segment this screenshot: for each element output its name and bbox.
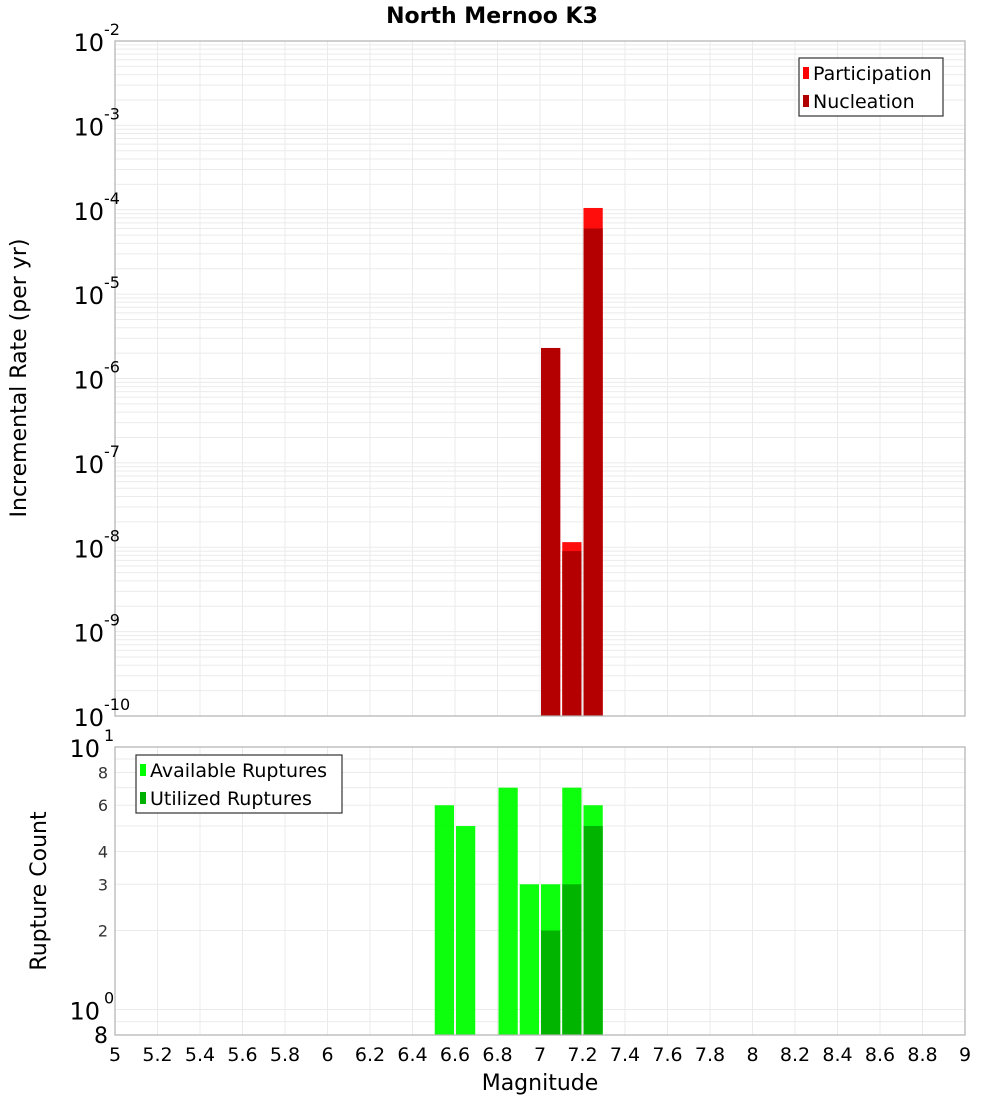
x-tick-label: 8.8 <box>907 1044 937 1066</box>
y-tick-exponent: -6 <box>104 358 120 377</box>
legend-rate: Participation Nucleation <box>798 57 944 117</box>
bars <box>541 207 603 716</box>
x-tick-label: 7 <box>534 1044 546 1066</box>
bar-nucleation <box>583 228 603 716</box>
x-tick-labels: 5 5.2 5.4 5.6 5.8 6 6.2 6.4 6.6 6.8 7 7.2 7.4 7.6 7.8 8… <box>109 1044 971 1066</box>
legend-label: Nucleation <box>813 91 915 113</box>
x-tick-label: 6.8 <box>482 1044 512 1066</box>
y-tick-exponent: -8 <box>104 526 120 545</box>
chart-title: North Mernoo K3 <box>386 4 598 29</box>
y-tick-label: 2 <box>98 922 108 941</box>
bar-nucleation <box>541 347 561 716</box>
x-tick-label: 7.4 <box>610 1044 640 1066</box>
x-tick-label: 5.4 <box>185 1044 215 1066</box>
x-tick-label: 5.8 <box>270 1044 300 1066</box>
y-tick-label: 10 <box>69 735 100 763</box>
y-tick-exponent: -5 <box>104 273 120 292</box>
y-tick-label: 6 <box>98 796 108 815</box>
x-tick-label: 5.2 <box>142 1044 172 1066</box>
grid-lines <box>115 41 966 717</box>
bar-nucleation <box>562 551 582 716</box>
y-tick-label: 8 <box>94 1024 108 1049</box>
x-tick-label: 6 <box>321 1044 333 1066</box>
y-tick-label: 10 <box>73 704 104 732</box>
y-tick-exponent: -10 <box>104 695 130 714</box>
y-tick-exponent: -4 <box>104 189 120 208</box>
y-tick-exponent: -2 <box>104 20 120 39</box>
x-axis-label: Magnitude <box>482 1071 599 1096</box>
bars <box>434 787 603 1035</box>
y-tick-exponent: -9 <box>104 611 120 630</box>
legend-label: Available Ruptures <box>150 760 327 782</box>
x-tick-label: 8.2 <box>780 1044 810 1066</box>
plot-border <box>114 746 966 1036</box>
y-tick-label: 10 <box>73 367 104 395</box>
x-tick-label: 5 <box>109 1044 121 1066</box>
x-tick-label: 7.2 <box>567 1044 597 1066</box>
legend-swatch <box>140 764 146 776</box>
bar-utilized-ruptures <box>562 884 582 1035</box>
bar-available-ruptures <box>498 787 518 1035</box>
y-tick-label: 10 <box>69 998 100 1026</box>
y-tick-label: 4 <box>98 842 108 861</box>
bar-available-ruptures <box>456 826 476 1035</box>
y-tick-label: 8 <box>98 763 108 782</box>
legend-label: Utilized Ruptures <box>150 788 312 810</box>
x-tick-label: 6.6 <box>440 1044 470 1066</box>
y-tick-label: 10 <box>73 451 104 479</box>
y-tick-exponent: 1 <box>104 726 114 745</box>
incremental-rate-plot: 10-210-310-410-510-610-710-810-910 -10Par… <box>73 20 966 732</box>
y-axis-label-count: Rupture Count <box>27 811 52 971</box>
x-tick-label: 6.4 <box>397 1044 427 1066</box>
y-tick-exponent: 0 <box>104 989 114 1008</box>
legend-swatch <box>803 95 809 107</box>
legend-swatch <box>140 792 146 804</box>
plot-border <box>114 40 966 717</box>
y-tick-labels: 10-210-310-410-510-610-710-810-910-10 <box>73 20 130 732</box>
x-tick-label: 9 <box>959 1044 971 1066</box>
y-tick-exponent: -3 <box>104 104 120 123</box>
x-tick-label: 7.6 <box>652 1044 682 1066</box>
legend-count: Available Ruptures Utilized Ruptures <box>135 754 343 814</box>
bar-available-ruptures <box>519 884 539 1035</box>
x-tick-label: 6.2 <box>355 1044 385 1066</box>
y-tick-label: 10 <box>73 535 104 563</box>
y-tick-label: 10 <box>73 620 104 648</box>
y-axis-label-rate: Incremental Rate (per yr) <box>7 239 32 518</box>
legend-swatch <box>803 67 809 79</box>
bar-available-ruptures <box>434 805 454 1035</box>
legend-box <box>135 754 343 814</box>
x-tick-label: 7.8 <box>695 1044 725 1066</box>
y-tick-label: 10 <box>73 29 104 57</box>
bar-utilized-ruptures <box>583 826 603 1035</box>
y-tick-label: 10 <box>73 113 104 141</box>
legend-box <box>798 57 944 117</box>
y-tick-label: 10 <box>73 282 104 310</box>
x-tick-label: 5.6 <box>227 1044 257 1066</box>
x-tick-label: 8.4 <box>822 1044 852 1066</box>
legend-label: Participation <box>813 63 932 85</box>
x-tick-label: 8 <box>746 1044 758 1066</box>
y-tick-label: 10 <box>73 198 104 226</box>
bar-utilized-ruptures <box>541 930 561 1035</box>
y-tick-exponent: -7 <box>104 442 120 461</box>
y-tick-label: 3 <box>98 875 108 894</box>
x-tick-label: 8.6 <box>865 1044 895 1066</box>
